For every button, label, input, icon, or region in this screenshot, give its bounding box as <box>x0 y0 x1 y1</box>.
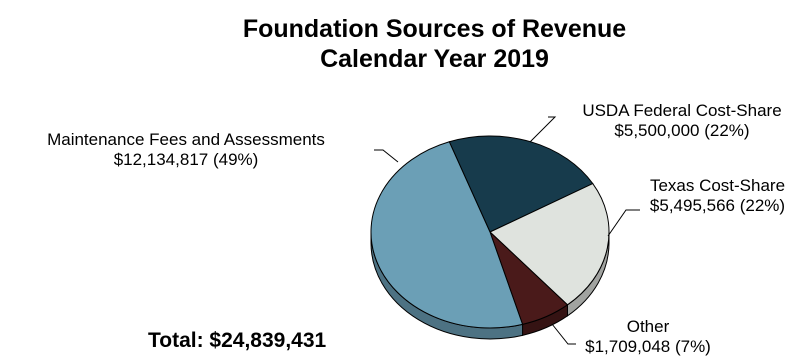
slice-maintenance-fees-and-assessments <box>370 141 524 329</box>
slice-name-usda: USDA Federal Cost-Share <box>582 101 782 120</box>
pie-slices <box>370 135 610 329</box>
slice-texas-cost-share <box>489 182 610 306</box>
slice-label-texas: Texas Cost-Share $5,495,566 (22%) <box>626 176 809 216</box>
slice-label-maintenance: Maintenance Fees and Assessments $12,134… <box>0 130 372 170</box>
slice-name-other: Other <box>626 317 670 336</box>
leader-texas <box>607 209 640 237</box>
slice-value-texas: $5,495,566 (22%) <box>649 196 786 215</box>
slice-name-texas: Texas Cost-Share <box>649 176 786 195</box>
chart-title: Foundation Sources of Revenue <box>242 15 627 43</box>
total-label: Total: $24,839,431 <box>148 329 327 352</box>
slice-name-maintenance: Maintenance Fees and Assessments <box>47 130 325 149</box>
slice-label-usda: USDA Federal Cost-Share $5,500,000 (22%) <box>555 101 809 141</box>
leader-lines <box>374 116 640 345</box>
slice-label-other: Other $1,709,048 (7%) <box>573 317 723 357</box>
slice-value-maintenance: $12,134,817 (49%) <box>113 150 259 169</box>
leader-other <box>551 323 576 345</box>
leader-usda <box>529 116 557 143</box>
slice-value-other: $1,709,048 (7%) <box>585 337 711 356</box>
chart-subtitle: Calendar Year 2019 <box>320 45 549 73</box>
leader-maintenance <box>374 149 399 163</box>
slice-value-usda: $5,500,000 (22%) <box>614 121 750 140</box>
